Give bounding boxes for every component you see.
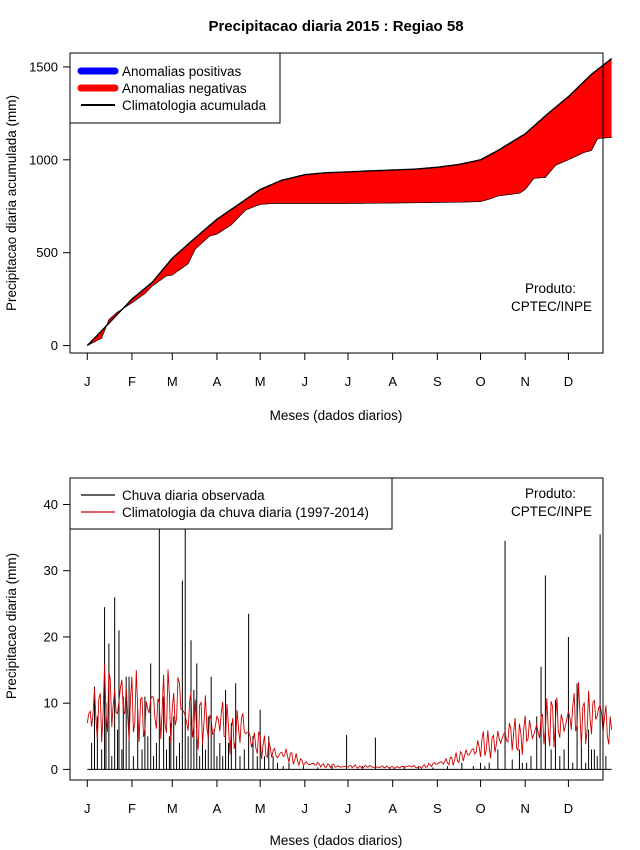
- panel-daily-xlabel: Meses (dados diarios): [270, 833, 403, 848]
- panel-accumulated-ytick-label-3: 1500: [29, 59, 58, 74]
- panel-accumulated-ylabel: Precipitacao diaria acumulada (mm): [4, 95, 19, 311]
- chart-title: Precipitacao diaria 2015 : Regiao 58: [208, 18, 463, 35]
- panel-daily-legend: Chuva diaria observada Climatologia da c…: [69, 477, 393, 530]
- panel-accumulated-frame: [69, 52, 604, 354]
- panel-daily-xtick-label-8: S: [433, 801, 442, 816]
- panel-accumulated-ytick-label-0: 0: [51, 338, 58, 353]
- panel-daily-ytick-label-1: 10: [44, 696, 58, 711]
- panel-accumulated-xtick-label-0: J: [84, 374, 91, 389]
- legend-label-climatology: Climatologia acumulada: [122, 98, 267, 113]
- panel-accumulated-xlabel: Meses (dados diarios): [270, 408, 403, 423]
- legend-label-observed: Chuva diaria observada: [122, 488, 265, 503]
- panel-daily-ytick-label-3: 30: [44, 563, 58, 578]
- panel-daily-xtick-label-2: M: [167, 801, 178, 816]
- panel-daily-product-source: CPTEC/INPE: [511, 504, 592, 519]
- panel-daily-ylabel: Precipitacao diaria (mm): [4, 553, 19, 699]
- panel-daily-xtick-label-1: F: [128, 801, 136, 816]
- panel-daily-xtick-label-11: D: [564, 801, 573, 816]
- panel-accumulated-xtick-label-2: M: [167, 374, 178, 389]
- panel-accumulated-xtick-label-10: N: [521, 374, 530, 389]
- panel-accumulated-legend: Anomalias positivas Anomalias negativas …: [69, 52, 281, 124]
- panel-daily-xtick-label-3: A: [213, 801, 222, 816]
- panel-daily-xtick-label-9: O: [475, 801, 485, 816]
- panel-accumulated-xtick-label-3: A: [213, 374, 222, 389]
- panel-accumulated-ytick-label-2: 1000: [29, 152, 58, 167]
- panel-accumulated-product-source: CPTEC/INPE: [511, 299, 592, 314]
- panel-accumulated-product-label: Produto:: [525, 281, 576, 296]
- panel-accumulated-xtick-label-11: D: [564, 374, 573, 389]
- panel-daily-xtick-label-10: N: [521, 801, 530, 816]
- legend-box: [69, 477, 393, 530]
- panel-daily-product-label: Produto:: [525, 486, 576, 501]
- panel-daily-xtick-label-0: J: [84, 801, 91, 816]
- climatology-accumulated-line: [86, 58, 613, 347]
- panel-accumulated-ytick-label-1: 500: [36, 245, 58, 260]
- panel-accumulated-xtick-label-9: O: [475, 374, 485, 389]
- legend-label-positive: Anomalias positivas: [122, 64, 242, 79]
- panel-accumulated-xtick-label-8: S: [433, 374, 442, 389]
- panel-daily-ytick-label-0: 0: [51, 762, 58, 777]
- panel-daily-xtick-label-6: J: [345, 801, 352, 816]
- panel-daily-ytick-label-4: 40: [44, 497, 58, 512]
- panel-accumulated-xtick-label-6: J: [345, 374, 352, 389]
- panel-accumulated-xtick-label-5: J: [302, 374, 309, 389]
- panel-daily: 0 10 20 30 40 J F M A M J J A S O N D Precipitacao diari…: [4, 477, 613, 848]
- panel-daily-ytick-label-2: 20: [44, 629, 58, 644]
- panel-accumulated-xtick-label-4: M: [255, 374, 266, 389]
- legend-label-negative: Anomalias negativas: [122, 81, 247, 96]
- panel-daily-xtick-label-5: J: [302, 801, 309, 816]
- panel-accumulated-xtick-label-1: F: [128, 374, 136, 389]
- panel-daily-xtick-label-7: A: [388, 801, 397, 816]
- panel-daily-xtick-label-4: M: [255, 801, 266, 816]
- negative-anomaly-area: [87, 58, 612, 346]
- legend-label-climatology: Climatologia da chuva diaria (1997-2014): [122, 505, 369, 520]
- observed-accumulated-line: [87, 137, 612, 346]
- panel-accumulated: 0 500 1000 1500 J F M A M J J A S O N D Precipitacao di…: [4, 52, 613, 423]
- panel-accumulated-xtick-label-7: A: [388, 374, 397, 389]
- climatology-daily-line: [86, 663, 613, 770]
